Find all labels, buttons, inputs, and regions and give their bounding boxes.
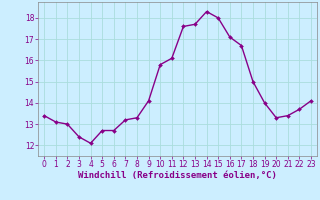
X-axis label: Windchill (Refroidissement éolien,°C): Windchill (Refroidissement éolien,°C) (78, 171, 277, 180)
